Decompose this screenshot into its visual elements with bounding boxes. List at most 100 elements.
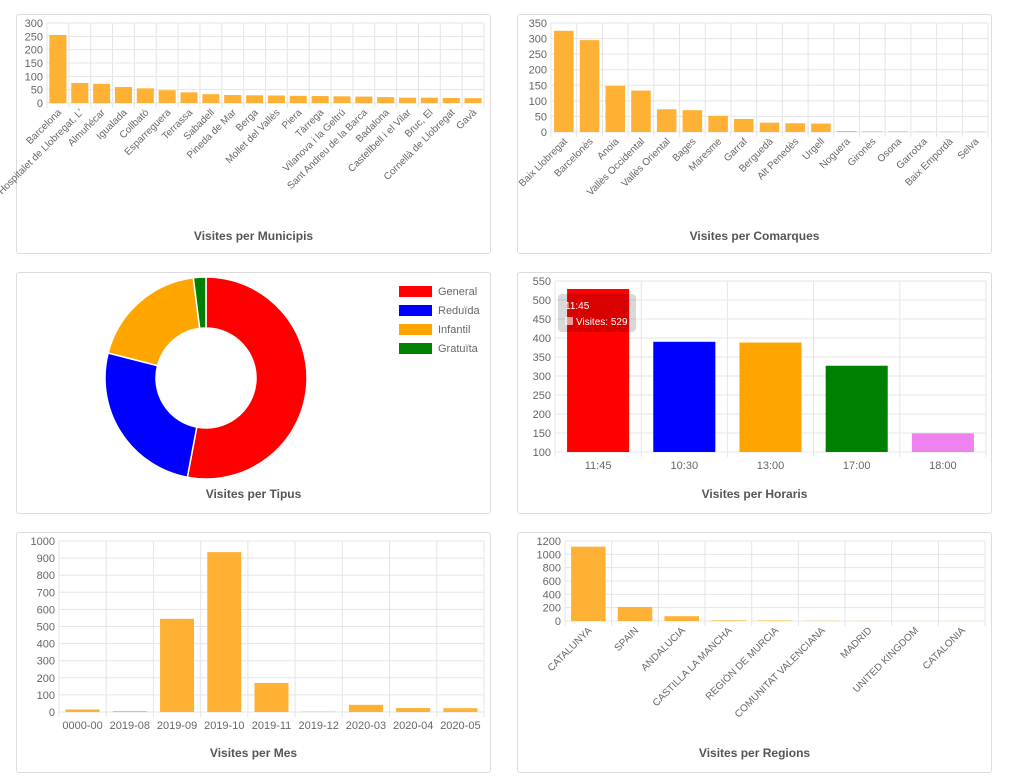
bar-18-00 xyxy=(911,433,974,452)
x-tick-label: MADRID xyxy=(839,625,875,661)
y-tick-label: 100 xyxy=(25,71,43,83)
y-tick-label: 1000 xyxy=(31,536,55,548)
chart-mes: 0 100 200 300 400 500 600 700 800 900 1000 0000-00 2… xyxy=(31,536,485,732)
tooltip-box xyxy=(558,294,636,332)
y-tick-label: 50 xyxy=(535,111,547,123)
y-tick-label: 1000 xyxy=(537,549,561,561)
bar-2019-09 xyxy=(160,618,195,712)
y-tick-label: 400 xyxy=(543,589,561,601)
chart-title-municipis: Visites per Municipis xyxy=(193,229,314,243)
legend-item-infantil[interactable]: Infantil xyxy=(399,320,480,339)
y-tick-label: 100 xyxy=(533,447,551,459)
bar-noguera xyxy=(836,131,857,132)
bar-maresme xyxy=(708,115,728,132)
bar-13-00 xyxy=(739,342,802,452)
bar-11-45 xyxy=(567,288,630,452)
x-tick-label: ANDALUCIA xyxy=(640,625,688,673)
bar-2019-10 xyxy=(207,552,242,712)
x-tick-label: 18:00 xyxy=(929,460,957,472)
legend-label: Reduïda xyxy=(438,304,480,317)
y-tick-label: 150 xyxy=(529,80,547,92)
bar-catalunya xyxy=(571,546,606,621)
bar-castilla-la-mancha xyxy=(711,620,746,621)
bar-2020-04 xyxy=(396,708,431,712)
tooltip-swatch xyxy=(565,317,573,325)
bar-igualada xyxy=(114,87,132,103)
legend-label: Gratuïta xyxy=(438,342,478,355)
slice-infantil xyxy=(107,276,201,367)
bar-2019-08 xyxy=(112,711,147,712)
bar-terrassa xyxy=(180,92,198,103)
bar-anoia xyxy=(605,85,626,132)
bar-10-30 xyxy=(653,341,716,452)
tooltip-body: Visites: 529 xyxy=(576,317,628,328)
x-tick-label: CATALONIA xyxy=(921,625,968,672)
bar-region-de-murcia xyxy=(757,620,793,621)
bar-almunecar xyxy=(93,83,111,103)
legend-item-reduida[interactable]: Reduïda xyxy=(399,301,480,320)
x-tick-label: 2020-04 xyxy=(393,720,433,732)
bar-garraf xyxy=(734,118,754,132)
tooltip: 11:45 Visites: 529 xyxy=(558,294,636,332)
bar-castellbell-i-el-vilar xyxy=(399,97,417,103)
y-tick-label: 350 xyxy=(529,18,547,30)
bar-2019-11 xyxy=(254,682,289,712)
y-tick-label: 350 xyxy=(533,352,551,364)
x-tick-label: 11:45 xyxy=(585,460,612,472)
x-tick-label: CASTILLA LA MANCHA xyxy=(651,625,735,709)
y-tick-label: 150 xyxy=(25,58,43,70)
chart-title-mes: Visites per Mes xyxy=(209,746,298,760)
bar-girones xyxy=(862,131,883,132)
bar-baix-llobregat xyxy=(554,30,574,132)
legend-item-general[interactable]: General xyxy=(399,282,480,301)
bar-barcelona xyxy=(49,35,67,103)
legend-label: General xyxy=(438,285,478,298)
bar-berga xyxy=(246,95,264,103)
y-tick-label: 250 xyxy=(533,390,551,402)
y-tick-label: 400 xyxy=(533,333,551,345)
y-tick-label: 100 xyxy=(37,690,55,702)
legend-swatch xyxy=(399,286,432,297)
y-tick-label: 600 xyxy=(543,576,561,588)
x-tick-label: 2019-09 xyxy=(157,720,197,732)
y-tick-label: 800 xyxy=(37,570,55,582)
legend-swatch xyxy=(399,324,432,335)
y-tick-label: 500 xyxy=(37,622,55,634)
legend-item-gratuita[interactable]: Gratuïta xyxy=(399,339,480,358)
bar-bergueda xyxy=(759,122,780,132)
bar-valles-occidental xyxy=(631,90,651,132)
y-tick-label: 0 xyxy=(541,127,547,139)
chart-card-municipis: 0 50 100 150 200 250 300 Barcelona Hospitalet de… xyxy=(0,14,491,254)
y-tick-label: 600 xyxy=(37,604,55,616)
x-tick-label: 10:30 xyxy=(671,460,699,472)
x-tick-label: 2019-10 xyxy=(204,720,244,732)
y-tick-label: 300 xyxy=(533,371,551,383)
x-tick-label: Selva xyxy=(956,136,982,162)
y-tick-label: 250 xyxy=(25,31,43,43)
x-tick-label: 2020-05 xyxy=(440,720,480,732)
bar-badalona xyxy=(377,97,395,103)
x-tick-label: 2019-11 xyxy=(252,720,292,732)
y-tick-label: 300 xyxy=(25,18,43,30)
chart-legend-tipus: General Reduïda Infantil Gratuïta xyxy=(399,282,480,358)
y-tick-label: 200 xyxy=(543,603,561,615)
bar-tarrega xyxy=(311,96,329,103)
y-tick-label: 0 xyxy=(49,707,55,719)
chart-card-comarques: 0 50 100 150 200 250 300 350 Baix Llobregat Barce… xyxy=(517,14,992,254)
y-tick-label: 250 xyxy=(529,49,547,61)
y-tick-label: 900 xyxy=(37,553,55,565)
x-tick-label: Gavà xyxy=(455,107,480,132)
x-tick-label: SPAIN xyxy=(613,625,641,653)
y-tick-label: 300 xyxy=(37,656,55,668)
x-tick-label: 13:00 xyxy=(757,460,785,472)
slice-reduida xyxy=(104,352,198,479)
bar-collbato xyxy=(136,88,154,103)
bar-17-00 xyxy=(825,365,888,452)
chart-card-regions: 0 200 400 600 800 1000 1200 CATALUNYA SPAIN ANDAL… xyxy=(517,532,992,773)
chart-card-tipus: General Reduïda Infantil Gratuïta Visite… xyxy=(16,272,491,514)
bar-2020-05 xyxy=(443,708,478,712)
bar-osona xyxy=(888,131,908,132)
chart-horaris: 100 150 200 250 300 350 400 450 500 550 11:45 10:30… xyxy=(533,276,987,472)
